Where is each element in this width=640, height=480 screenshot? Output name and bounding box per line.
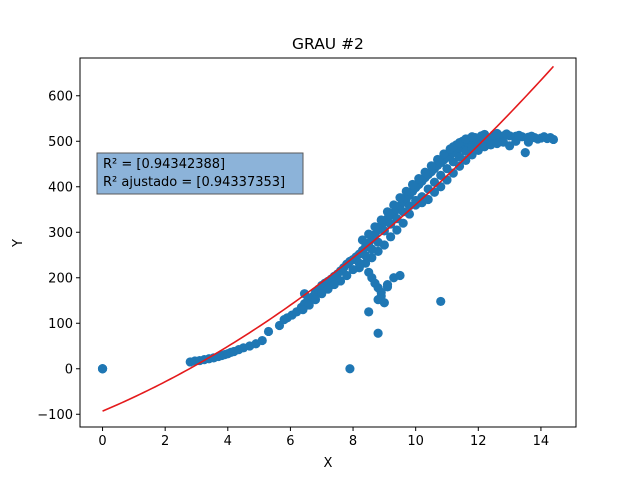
y-tick-label: −100 (37, 408, 73, 423)
scatter-point (376, 215, 386, 225)
y-tick-label: 500 (48, 135, 73, 150)
scatter-point (432, 154, 443, 165)
scatter-point (317, 289, 327, 299)
scatter-point (382, 207, 393, 217)
y-tick-label: 200 (48, 271, 73, 286)
scatter-point (360, 250, 371, 261)
scatter-point (545, 133, 555, 143)
scatter-point (373, 328, 383, 338)
scatter-point (501, 129, 512, 139)
scatter-point (492, 128, 502, 139)
scatter-point (439, 149, 449, 159)
x-tick-label: 8 (349, 434, 357, 449)
x-tick-label: 2 (161, 434, 169, 449)
scatter-point (533, 134, 543, 144)
scatter-point (392, 225, 402, 235)
scatter-point (364, 307, 374, 317)
scatter-point (454, 161, 465, 171)
x-tick-label: 0 (98, 434, 106, 449)
annotation-line-2: R² ajustado = [0.94337353] (103, 175, 285, 190)
scatter-point (520, 148, 530, 158)
scatter-point (298, 305, 308, 315)
plot-frame (79, 57, 577, 428)
scatter-point (364, 229, 374, 239)
scatter-point (467, 132, 477, 142)
x-tick-label: 6 (286, 434, 294, 449)
x-tick-label: 4 (224, 434, 232, 449)
r-squared-annotation: R² = [0.94342388] R² ajustado = [0.94337… (96, 152, 304, 195)
scatter-point (354, 258, 364, 268)
scatter-point (367, 244, 377, 254)
scatter-point (423, 194, 433, 205)
scatter-point (382, 282, 393, 292)
y-tick-label: 300 (48, 226, 73, 241)
scatter-point (461, 155, 471, 165)
x-axis-label: X (324, 456, 333, 471)
scatter-point (389, 200, 399, 210)
scatter-point (342, 270, 352, 281)
scatter-point (420, 167, 430, 177)
scatter-point (436, 296, 446, 307)
scatter-point (426, 161, 436, 171)
scatter-point (345, 364, 355, 374)
scatter-point (263, 326, 274, 337)
scatter-point (392, 214, 402, 224)
annotation-line-1: R² = [0.94342388] (103, 157, 225, 172)
scatter-point (348, 264, 358, 275)
fit-line (102, 65, 555, 412)
scatter-point (492, 138, 502, 149)
scatter-point (514, 130, 524, 140)
scatter-point (401, 186, 411, 196)
scatter-point (395, 193, 405, 203)
fit-line-layer (102, 65, 555, 412)
scatter-point (414, 173, 424, 184)
annotation-box (96, 152, 304, 195)
scatter-point (310, 295, 321, 305)
y-tick-label: 100 (48, 317, 73, 332)
y-tick-label: 600 (48, 89, 73, 104)
scatter-point (395, 270, 405, 281)
scatter-point (97, 364, 108, 374)
scatter-point (370, 222, 380, 232)
x-tick-label: 14 (533, 434, 550, 449)
scatter-point (257, 335, 267, 346)
y-tick-label: 0 (65, 362, 73, 377)
y-tick-label: 400 (48, 180, 73, 195)
scatter-point (386, 232, 396, 242)
x-axis-ticks: 0 2 4 6 8 10 12 14 (98, 427, 549, 449)
scatter-point (407, 179, 418, 190)
chart-title: GRAU #2 (292, 35, 364, 53)
scatter-point (505, 141, 515, 151)
y-axis-label: Y (11, 239, 26, 248)
scatter-point (376, 291, 386, 301)
x-tick-label: 12 (470, 434, 487, 449)
scatter-point (357, 235, 368, 245)
scatter-point (448, 168, 458, 178)
scatter-point (386, 219, 396, 229)
scatter-point (479, 129, 490, 140)
x-tick-label: 10 (407, 434, 424, 449)
scatter-point (379, 298, 389, 308)
y-axis-ticks: −100 0 100 200 300 400 500 600 (37, 89, 80, 423)
